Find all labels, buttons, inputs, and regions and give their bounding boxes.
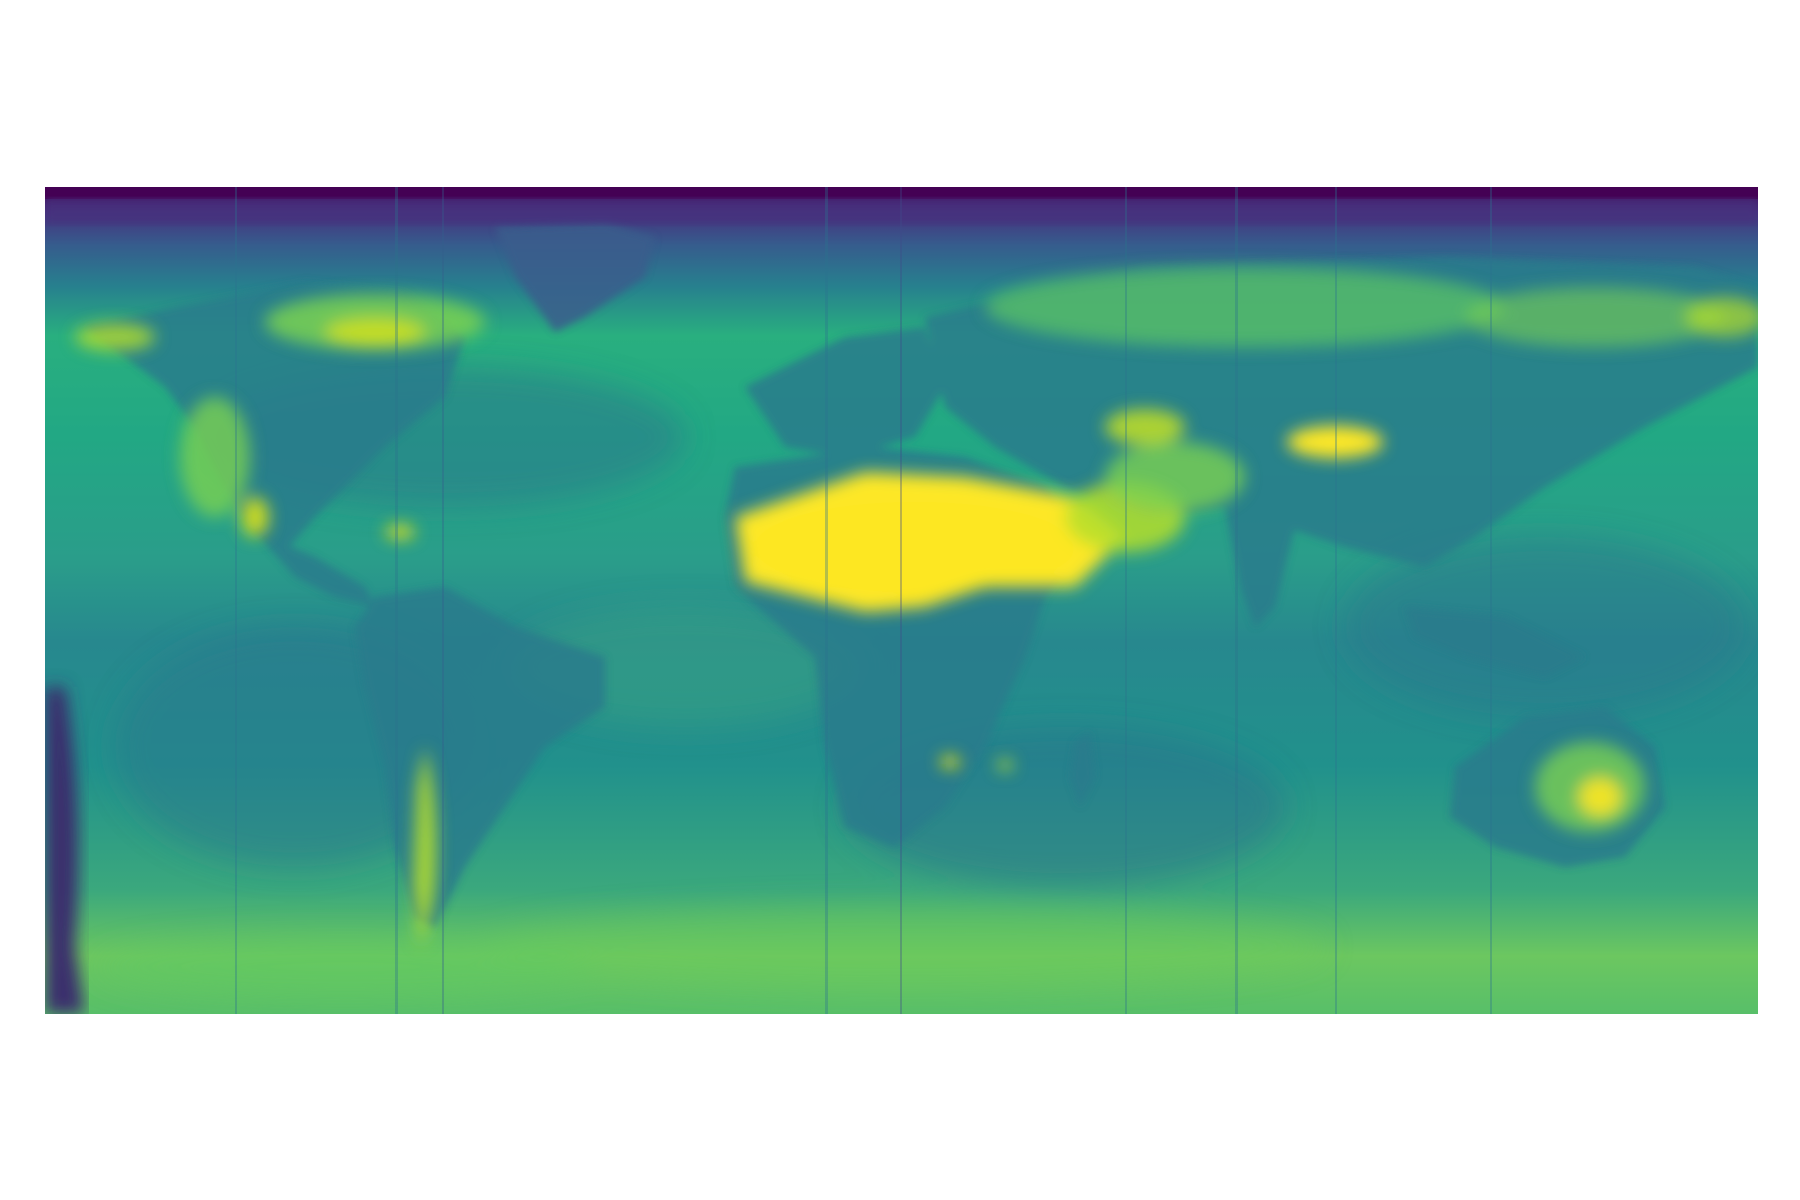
arctic-band	[45, 187, 1758, 199]
global-heatmap	[45, 187, 1758, 1014]
pacific-edge-low	[45, 687, 85, 1014]
map-frame	[45, 187, 1758, 1014]
swath-stripes	[235, 187, 1492, 1014]
high-regions	[75, 267, 1758, 947]
